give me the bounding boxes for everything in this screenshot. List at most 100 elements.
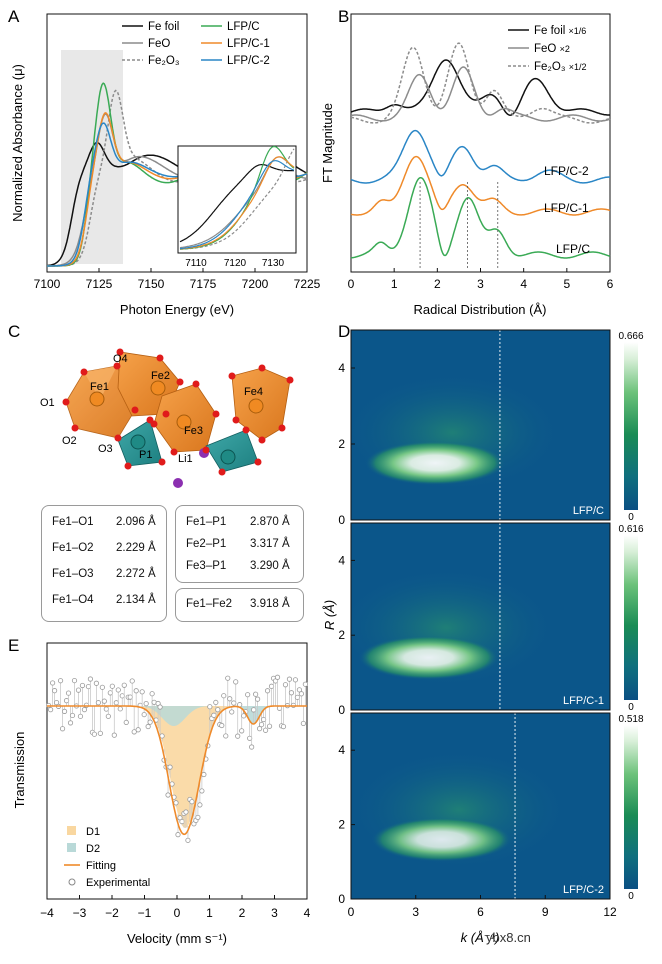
e-point <box>239 728 245 734</box>
legend-experimental: Experimental <box>86 877 150 889</box>
b-tick-label: 6 <box>607 277 614 291</box>
e-point <box>280 723 287 730</box>
e-point <box>99 684 105 690</box>
panelA-frame <box>46 13 308 273</box>
d-ytick-label: 4 <box>338 553 345 567</box>
e-point <box>245 692 251 698</box>
e-point <box>81 707 88 713</box>
legend-d1: D1 <box>86 826 100 838</box>
panelB-curves <box>350 42 611 268</box>
b-tick-label: 5 <box>563 277 570 291</box>
oxygen-atoms <box>62 348 294 476</box>
panel-label-c: C <box>8 322 20 341</box>
b-curve-3 <box>350 129 610 184</box>
d-cbar-max: 0.666 <box>618 331 643 342</box>
e-point <box>253 691 259 697</box>
e-point <box>286 676 293 682</box>
d-xtick-label: 12 <box>603 905 617 919</box>
d-colorbar <box>624 535 638 700</box>
e-point <box>61 708 68 714</box>
fe4-atom <box>248 398 264 414</box>
e-point <box>103 706 109 712</box>
d-map-frame <box>350 522 611 711</box>
e-point <box>258 721 265 728</box>
b-tick-label: 3 <box>477 277 484 291</box>
e-point <box>260 716 267 723</box>
a-tick-label: 7225 <box>294 277 321 291</box>
atom-labels: Fe1 Fe2 Fe3 Fe4 O1 O2 O3 O4 P1 Li1 <box>40 353 263 465</box>
b-curve-4 <box>350 155 611 216</box>
inset-curve-0 <box>179 164 294 243</box>
inset-curve-4 <box>179 156 295 250</box>
e-point <box>219 722 225 729</box>
d-ytick-label: 2 <box>338 437 345 451</box>
e-point <box>179 818 185 825</box>
panel-label-a: A <box>8 7 20 26</box>
e-point <box>223 733 229 739</box>
watermark: ybx8.cn <box>486 930 531 945</box>
e-point <box>59 726 66 732</box>
e-point <box>101 698 107 704</box>
d-ytick-label: 2 <box>338 628 345 642</box>
svg-text:O2: O2 <box>62 435 77 447</box>
e-point <box>97 730 103 736</box>
e-point <box>167 764 173 770</box>
legendB-feo: FeO ×2 <box>534 43 570 55</box>
inset-tick-1: 7120 <box>224 258 247 269</box>
legend-d2-swatch <box>67 843 76 852</box>
e-point <box>121 682 127 688</box>
panelB-frame <box>350 13 611 273</box>
e-point <box>268 683 275 689</box>
e-point <box>292 677 299 683</box>
inset-tick-0: 7110 <box>185 258 207 269</box>
panelB-ylabel: FT Magnitude <box>320 103 335 183</box>
e-point <box>145 723 151 730</box>
e-point <box>93 680 99 686</box>
panelD-maps: 024LFP/C0.6660024LFP/C-10.6160024LFP/C-2… <box>338 329 644 906</box>
d-map-2 <box>351 713 610 899</box>
panelA-legend: Fe foil FeO Fe₂O₃ LFP/C LFP/C-1 LFP/C-2 <box>122 21 270 67</box>
panelA-xlabel: Photon Energy (eV) <box>120 302 234 317</box>
curve-label-lfpc: LFP/C <box>556 242 590 256</box>
e-point <box>48 707 54 713</box>
e-point <box>113 700 119 706</box>
e-point <box>189 799 195 805</box>
e-point <box>173 800 179 806</box>
e-point <box>95 700 101 706</box>
e-point <box>147 719 153 725</box>
e-tick-label: 2 <box>239 906 246 920</box>
a-tick-label: 7200 <box>242 277 269 291</box>
e-point <box>274 674 281 680</box>
d-xtick-label: 6 <box>477 905 484 919</box>
e-point <box>302 681 308 687</box>
e-point <box>183 809 189 815</box>
panelB-xticks: 0 1 2 3 4 5 6 <box>348 268 614 291</box>
e-point <box>165 792 171 798</box>
d-ytick-label: 4 <box>338 361 345 375</box>
e-tick-label: −4 <box>40 906 54 920</box>
panelA-inset: 7110 7120 7130 <box>177 145 297 269</box>
inset-curve-5 <box>179 160 295 250</box>
svg-text:Fe2: Fe2 <box>151 370 170 382</box>
e-point <box>201 771 207 778</box>
svg-text:P1: P1 <box>139 449 152 461</box>
panelE-legend: D1 D2 Fitting Experimental <box>64 826 150 889</box>
e-point <box>65 690 72 696</box>
legend-fe-foil: Fe foil <box>148 21 179 33</box>
e-point <box>107 690 113 696</box>
panelB-xlabel: Radical Distribution (Å) <box>414 302 547 317</box>
fe1-atom <box>89 391 105 407</box>
e-point <box>266 723 273 729</box>
d-ytick-label: 0 <box>338 513 345 527</box>
e-tick-label: −3 <box>73 906 87 920</box>
d-map-label: LFP/C-1 <box>563 695 604 707</box>
e-point <box>149 691 155 697</box>
e-d2-area <box>47 706 307 726</box>
e-point <box>157 704 163 710</box>
e-point <box>143 701 149 707</box>
e-point <box>235 733 241 739</box>
e-point <box>129 678 135 684</box>
panelA-ylabel: Normalized Absorbance (μ) <box>10 64 25 222</box>
e-point <box>221 693 227 699</box>
